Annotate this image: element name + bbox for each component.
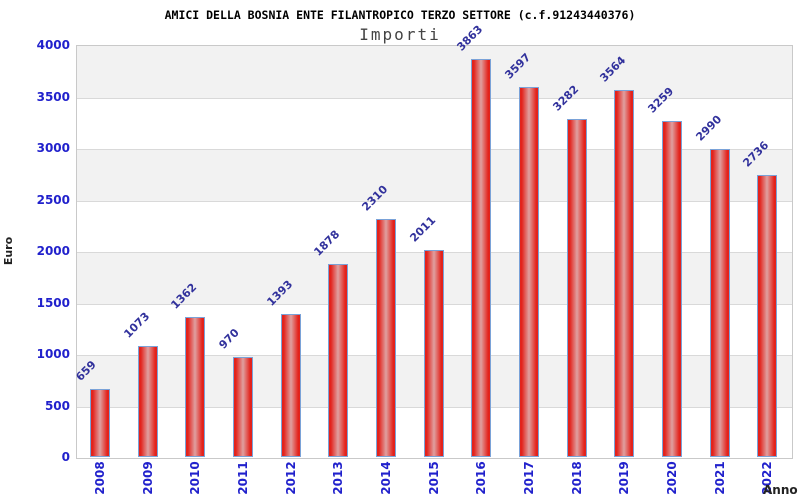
x-tick-label: 2018 <box>569 461 584 495</box>
x-tick-label: 2015 <box>426 461 441 495</box>
bar <box>614 90 634 457</box>
bar <box>757 175 777 457</box>
x-axis-label: Anno <box>763 483 798 497</box>
x-tick-label: 2009 <box>140 461 155 495</box>
x-tick-label: 2019 <box>617 461 632 495</box>
x-tick-label: 2021 <box>712 461 727 495</box>
y-tick-label: 4000 <box>36 38 70 52</box>
bar <box>662 121 682 457</box>
grid-band <box>77 149 792 201</box>
gridline <box>77 149 792 150</box>
y-tick-label: 500 <box>44 398 70 413</box>
y-tick-label: 2000 <box>36 244 70 258</box>
bar <box>233 357 253 457</box>
bar <box>519 87 539 457</box>
bar <box>567 119 587 457</box>
bar <box>710 149 730 457</box>
x-tick-label: 2012 <box>283 461 298 495</box>
gridline <box>77 200 792 202</box>
y-tick-label: 3500 <box>36 89 70 104</box>
y-tick-label: 3000 <box>36 141 70 155</box>
y-tick-label: 1000 <box>36 347 70 361</box>
bar <box>471 59 491 457</box>
bar <box>281 314 301 457</box>
y-tick-label: 2500 <box>36 192 70 207</box>
y-tick-label: 0 <box>61 450 70 464</box>
x-tick-label: 2017 <box>521 461 536 495</box>
bar <box>138 346 158 457</box>
gridline <box>77 97 792 99</box>
x-tick-label: 2016 <box>474 461 489 495</box>
bar <box>328 264 348 457</box>
x-tick-label: 2014 <box>378 461 393 495</box>
x-tick-label: 2008 <box>92 461 107 495</box>
chart-subtitle: Importi <box>359 25 441 44</box>
x-tick-label: 2013 <box>331 461 346 495</box>
bar <box>90 389 110 457</box>
bar <box>185 317 205 457</box>
grid-band <box>77 46 792 98</box>
x-tick-label: 2011 <box>235 461 250 495</box>
y-axis-label: Euro <box>2 236 15 266</box>
y-tick-label: 1500 <box>36 295 70 310</box>
chart-title: AMICI DELLA BOSNIA ENTE FILANTROPICO TER… <box>164 8 636 22</box>
bar <box>424 250 444 457</box>
bar <box>376 219 396 457</box>
grid-band <box>77 97 792 149</box>
x-tick-label: 2010 <box>188 461 203 495</box>
x-tick-label: 2020 <box>664 461 679 495</box>
